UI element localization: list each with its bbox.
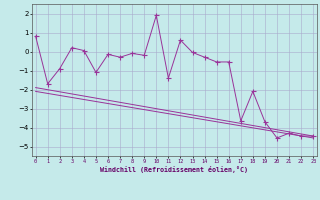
X-axis label: Windchill (Refroidissement éolien,°C): Windchill (Refroidissement éolien,°C) xyxy=(100,166,248,173)
